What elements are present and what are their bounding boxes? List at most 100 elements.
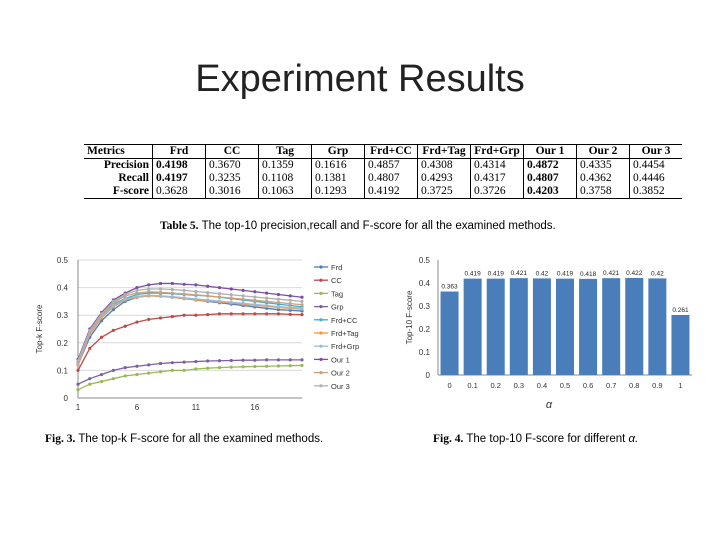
fig3-caption: Fig. 3. The top-k F-score for all the ex… — [45, 433, 323, 445]
x-tick-label: 0.4 — [537, 381, 547, 390]
value-cell: 0.4446 — [633, 172, 665, 184]
header-cell: CC — [205, 144, 259, 159]
data-point — [300, 295, 304, 299]
data-point — [135, 372, 139, 377]
legend-marker — [319, 291, 323, 295]
header-cell: Tag — [258, 144, 312, 159]
value-cell: 0.1063 — [258, 185, 312, 199]
legend-marker — [319, 265, 323, 269]
data-point — [182, 288, 186, 292]
bar — [555, 278, 575, 375]
y-tick-label: 0.2 — [57, 339, 69, 348]
data-point — [253, 295, 257, 299]
data-point — [229, 287, 233, 291]
data-point — [111, 377, 115, 381]
header-cell: Grp — [311, 144, 365, 159]
series-line — [77, 294, 303, 364]
value-cell: 0.3016 — [205, 185, 259, 199]
table-row: Recall 0.4197 0.3235 0.1108 0.1381 0.480… — [84, 172, 682, 185]
legend-entry: Grp — [331, 303, 344, 312]
data-point — [229, 296, 233, 300]
data-point — [229, 312, 233, 316]
value-cell: 0.3725 — [417, 185, 471, 199]
header-cell: Our 3 — [629, 144, 682, 159]
data-point — [265, 303, 269, 308]
data-label: 0.421 — [511, 270, 528, 277]
value-cell: 0.4192 — [364, 185, 418, 199]
series-line — [77, 291, 303, 363]
bar — [509, 278, 528, 375]
data-label: 0.363 — [441, 284, 458, 291]
data-label: 0.419 — [464, 271, 481, 278]
fig3-caption-text: The top-k F-score for all the examined m… — [78, 433, 324, 445]
data-point — [253, 364, 257, 369]
y-tick-label: 0.3 — [419, 302, 431, 311]
series-line — [77, 313, 303, 371]
value-cell: 0.4335 — [576, 158, 630, 172]
legend-entry: Our 3 — [331, 382, 350, 391]
data-point — [158, 281, 163, 286]
data-point — [76, 382, 80, 386]
x-tick-label: 0 — [447, 381, 451, 390]
data-point — [194, 283, 198, 287]
data-point — [241, 288, 245, 292]
data-point — [158, 294, 163, 298]
table-row: F-score 0.3628 0.3016 0.1063 0.1293 0.41… — [84, 185, 682, 199]
y-tick-label: 0.4 — [419, 279, 431, 288]
series-line — [77, 288, 303, 361]
data-point — [276, 364, 281, 368]
data-point — [253, 290, 257, 294]
data-point — [194, 297, 198, 301]
data-point — [217, 292, 222, 296]
data-point — [288, 312, 292, 316]
data-point — [147, 293, 151, 297]
x-tick-label: 6 — [135, 403, 140, 410]
data-point — [276, 308, 281, 312]
data-point — [206, 298, 210, 302]
value-cell: 0.3670 — [205, 158, 259, 172]
value-cell: 0.4872 — [523, 158, 577, 172]
data-point — [158, 316, 163, 320]
fig3-caption-label: Fig. 3. — [45, 433, 76, 445]
data-point — [241, 365, 245, 369]
data-point — [111, 299, 115, 303]
data-point — [170, 291, 174, 295]
value-cell: 0.3758 — [576, 185, 630, 199]
data-point — [147, 287, 151, 291]
data-point — [206, 284, 210, 288]
data-point — [265, 296, 269, 300]
data-point — [182, 282, 186, 286]
x-tick-label: 16 — [250, 403, 259, 410]
data-point — [276, 292, 281, 297]
bar — [648, 278, 667, 375]
data-point — [206, 294, 210, 298]
data-point — [217, 366, 222, 370]
data-point — [99, 372, 104, 377]
value-cell: 0.3628 — [152, 185, 206, 199]
x-tick-label: 0.8 — [629, 381, 639, 390]
data-point — [182, 368, 186, 372]
data-point — [182, 292, 186, 296]
value-cell: 0.4807 — [523, 172, 577, 185]
x-tick-label: 1 — [678, 381, 682, 390]
data-label: 0.42 — [536, 270, 549, 277]
data-point — [182, 296, 186, 300]
data-point — [170, 314, 174, 319]
data-label: 0.422 — [626, 270, 643, 277]
data-point — [206, 313, 210, 317]
data-point — [123, 324, 127, 328]
data-point — [276, 305, 281, 309]
slide-title: Experiment Results — [195, 58, 525, 100]
header-cell: Our 2 — [576, 144, 630, 159]
y-tick-label: 0.2 — [419, 325, 431, 334]
data-label: 0.261 — [672, 307, 689, 314]
data-point — [135, 286, 139, 290]
data-point — [265, 358, 269, 362]
x-tick-label: 0.3 — [514, 381, 524, 390]
fig4-caption-text: The top-10 F-score for different — [466, 433, 626, 445]
data-point — [123, 297, 127, 301]
data-point — [99, 335, 104, 339]
metric-cell: Precision — [84, 158, 153, 172]
data-point — [111, 303, 115, 308]
data-point — [288, 305, 292, 310]
